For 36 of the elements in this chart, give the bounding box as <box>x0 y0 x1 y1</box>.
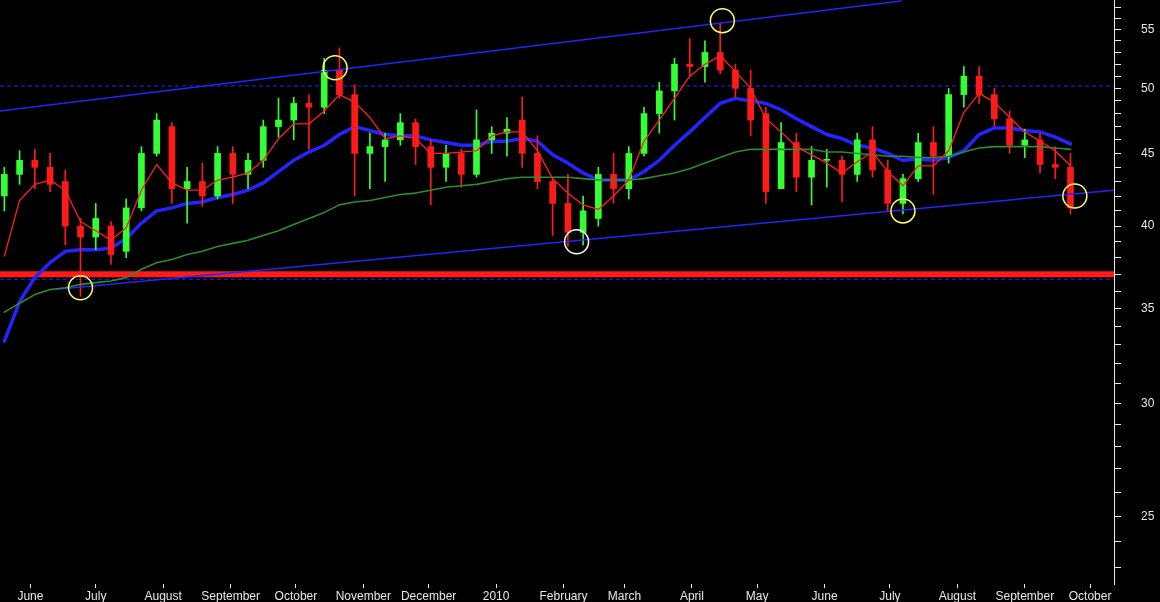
x-tick-label: June <box>811 588 838 602</box>
point <box>563 229 590 255</box>
x-tick-label: March <box>607 588 642 602</box>
x-tick-label: December <box>400 588 457 602</box>
y-tick-label: 55 <box>1141 21 1155 36</box>
x-tick-label: October <box>274 588 318 602</box>
y-tick-label: 25 <box>1141 508 1155 523</box>
candlestick <box>1051 146 1059 179</box>
candlestick <box>366 132 374 190</box>
x-tick-label: 2010 <box>482 588 510 602</box>
point <box>1062 183 1088 209</box>
y-tick-label: 40 <box>1141 218 1155 233</box>
candlestick <box>31 149 39 190</box>
x-tick-label: September <box>995 588 1055 602</box>
x-tick-label: November <box>335 588 392 602</box>
candlestick <box>305 94 313 150</box>
x-tick-label: August <box>144 588 183 602</box>
x-tick-label: July <box>879 588 901 602</box>
x-tick-label: August <box>938 588 977 602</box>
point <box>322 55 348 81</box>
point <box>67 274 94 301</box>
y-tick-label: 35 <box>1141 300 1155 315</box>
candlestick <box>823 149 831 188</box>
x-tick-label: February <box>539 588 588 602</box>
y-tick-label: 45 <box>1141 145 1155 160</box>
candlestick <box>183 166 191 224</box>
x-tick-label: July <box>85 588 107 602</box>
point <box>890 198 916 224</box>
y-tick-label: 50 <box>1141 80 1155 95</box>
x-tick-label: June <box>17 588 44 602</box>
x-tick-label: October <box>1068 588 1112 602</box>
y-tick-label: 30 <box>1141 396 1155 410</box>
point <box>709 7 736 34</box>
x-tick-label: September <box>201 588 260 602</box>
x-tick-label: May <box>745 588 769 602</box>
x-tick-label: April <box>679 588 704 602</box>
